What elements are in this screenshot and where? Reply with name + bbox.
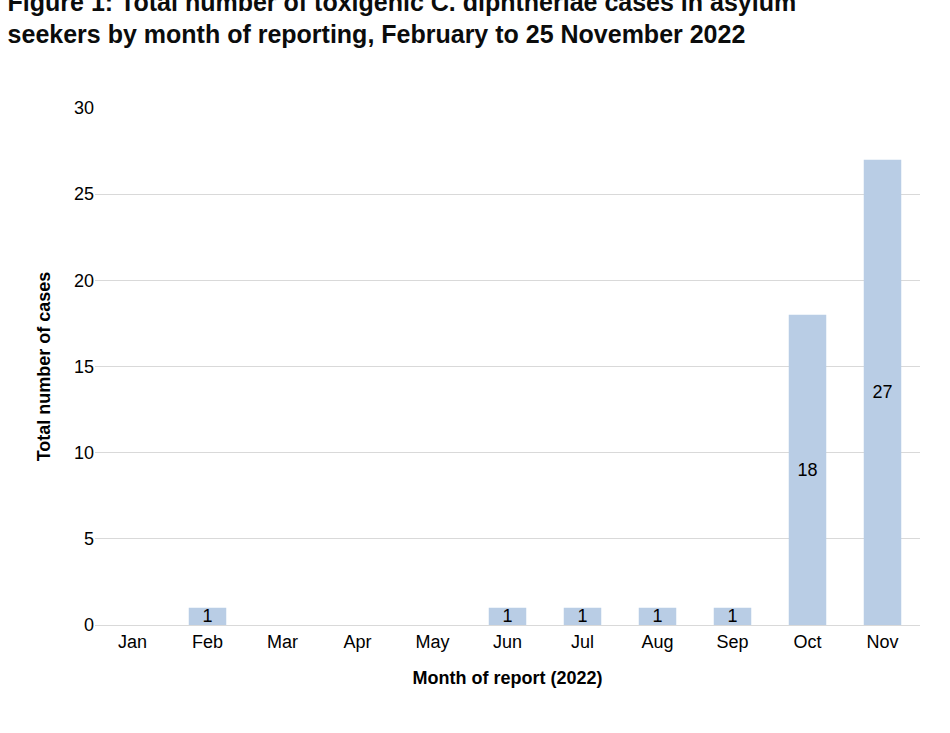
svg-text:Jan: Jan	[118, 632, 147, 652]
svg-text:Month of report (2022): Month of report (2022)	[412, 668, 602, 688]
svg-text:Apr: Apr	[343, 632, 371, 652]
svg-text:0: 0	[84, 615, 94, 635]
svg-text:27: 27	[872, 382, 892, 402]
svg-text:Oct: Oct	[793, 632, 821, 652]
svg-text:1: 1	[652, 606, 662, 626]
svg-text:Total number of cases: Total number of cases	[34, 272, 54, 462]
svg-text:Feb: Feb	[192, 632, 223, 652]
svg-text:Figure 1: Total number of toxi: Figure 1: Total number of toxigenic C. d…	[8, 0, 797, 48]
svg-text:25: 25	[74, 184, 94, 204]
svg-text:Jul: Jul	[571, 632, 594, 652]
svg-text:1: 1	[577, 606, 587, 626]
svg-text:1: 1	[202, 606, 212, 626]
svg-text:Aug: Aug	[641, 632, 673, 652]
svg-text:May: May	[415, 632, 449, 652]
svg-text:1: 1	[727, 606, 737, 626]
svg-text:18: 18	[797, 460, 817, 480]
svg-text:20: 20	[74, 271, 94, 291]
svg-text:5: 5	[84, 529, 94, 549]
svg-text:Nov: Nov	[866, 632, 898, 652]
svg-text:Mar: Mar	[267, 632, 298, 652]
svg-text:10: 10	[74, 443, 94, 463]
svg-text:Jun: Jun	[493, 632, 522, 652]
svg-text:Sep: Sep	[716, 632, 748, 652]
svg-text:15: 15	[74, 357, 94, 377]
svg-text:30: 30	[74, 98, 94, 118]
svg-text:1: 1	[502, 606, 512, 626]
